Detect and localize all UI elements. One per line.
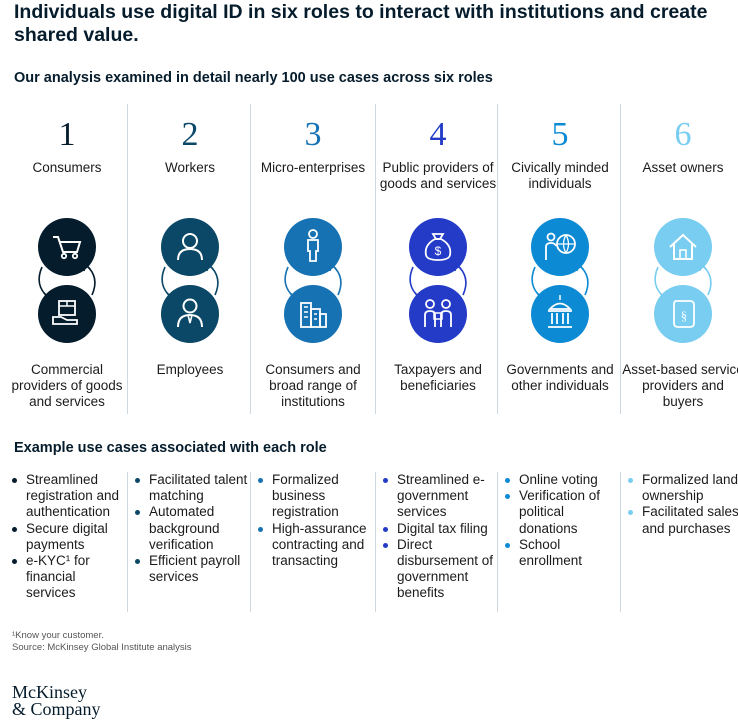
use-case-item: Facilitated sales and purchases (626, 504, 738, 536)
role-number: 6 (674, 116, 692, 153)
use-case-item: e-KYC¹ for financial services (10, 553, 128, 602)
role-icon-pair: § (622, 217, 738, 357)
package-in-hand-icon (38, 285, 96, 343)
exchange-arrow-down-icon (654, 266, 665, 298)
column-divider (497, 104, 498, 414)
use-case-item: School enrollment (503, 537, 621, 569)
counterparty-label: Employees (156, 362, 224, 377)
mckinsey-logo: McKinsey & Company (12, 682, 101, 719)
role-number: 2 (181, 116, 199, 153)
exchange-arrow-up-icon (208, 264, 219, 296)
use-case-list-2: Facilitated talent matching Automated bac… (133, 472, 251, 585)
exchange-arrow-up-icon (701, 264, 712, 296)
page-subtitle: Our analysis examined in detail nearly 1… (14, 70, 493, 86)
employee-icon (161, 285, 219, 343)
role-icons-graphic: $ (409, 218, 467, 343)
role-icon-pair (6, 217, 128, 357)
role-label: Public providers of goods and services (379, 160, 497, 191)
role-icons-graphic: § (654, 218, 712, 343)
role-number: 1 (58, 116, 76, 153)
counterparty-label: Commercial providers of goods and servic… (11, 362, 123, 409)
role-icons-graphic (284, 218, 342, 343)
footnote: ¹Know your customer. Source: McKinsey Gl… (12, 630, 192, 653)
role-label: Workers (164, 160, 215, 175)
footnote-source: Source: McKinsey Global Institute analys… (12, 641, 192, 653)
column-divider (375, 104, 376, 414)
exchange-arrow-up-icon (331, 264, 342, 296)
use-case-list-1: Streamlined registration and authenticat… (10, 472, 128, 602)
shopping-cart-icon (38, 218, 96, 276)
role-icons-graphic (531, 218, 589, 343)
column-divider (497, 472, 498, 612)
use-case-item: Facilitated talent matching (133, 472, 251, 504)
footnote-note: ¹Know your customer. (12, 630, 104, 641)
exchange-arrow-down-icon (531, 266, 542, 298)
role-number: 3 (304, 116, 322, 153)
role-icon-pair (129, 217, 251, 357)
people-exchange-icon (409, 285, 467, 343)
use-case-item: Direct disbursement of government benefi… (381, 537, 499, 602)
role-icon-pair: $ (377, 217, 499, 357)
exchange-arrow-down-icon (409, 266, 420, 298)
column-divider (375, 472, 376, 612)
exchange-arrow-up-icon (578, 264, 589, 296)
use-case-item: High-assurance contracting and transacti… (256, 521, 374, 570)
exchange-arrow-down-icon (284, 266, 295, 298)
use-case-item: Formalized land ownership (626, 472, 738, 504)
use-case-list-5: Online voting Verification of political d… (503, 472, 621, 569)
exchange-arrow-up-icon (456, 264, 467, 296)
role-label: Asset owners (642, 160, 724, 175)
column-divider (250, 104, 251, 414)
house-icon (654, 218, 712, 276)
exchange-arrow-down-icon (38, 266, 49, 298)
exchange-arrow-down-icon (161, 266, 172, 298)
use-case-item: Streamlined e-government services (381, 472, 499, 521)
column-divider (620, 472, 621, 612)
exchange-arrow-up-icon (85, 264, 96, 296)
role-icon-pair (499, 217, 621, 357)
use-case-item: Verification of political donations (503, 488, 621, 537)
column-divider (127, 104, 128, 414)
use-case-list-6: Formalized land ownership Facilitated sal… (626, 472, 738, 537)
use-case-list-4: Streamlined e-government services Digital… (381, 472, 499, 602)
standing-person-icon (284, 218, 342, 276)
use-case-item: Secure digital payments (10, 521, 128, 553)
counterparty-label: Consumers and broad range of institution… (265, 362, 361, 409)
role-icons-graphic (38, 218, 96, 343)
role-number: 4 (429, 116, 447, 153)
role-icon-pair (252, 217, 374, 357)
column-divider (620, 104, 621, 414)
person-icon (161, 218, 219, 276)
use-case-item: Automated background verification (133, 504, 251, 553)
use-case-item: Online voting (503, 472, 621, 488)
column-divider (127, 472, 128, 612)
counterparty-label: Taxpayers and beneficiaries (394, 362, 482, 393)
logo-line-2: & Company (12, 699, 101, 719)
use-cases-title: Example use cases associated with each r… (14, 440, 327, 456)
use-case-item: Digital tax filing (381, 521, 499, 537)
logo-line-1: McKinsey (12, 682, 87, 702)
buildings-icon (284, 285, 342, 343)
role-label: Civically minded individuals (511, 160, 609, 191)
role-number: 5 (551, 116, 569, 153)
counterparty-label: Asset-based service providers and buyers (622, 362, 738, 409)
person-globe-icon (531, 218, 589, 276)
counterparty-label: Governments and other individuals (506, 362, 614, 393)
column-divider (250, 472, 251, 612)
use-case-item: Formalized business registration (256, 472, 374, 521)
use-case-list-3: Formalized business registration High-ass… (256, 472, 374, 569)
document-scroll-icon: § (654, 285, 712, 343)
page-title: Individuals use digital ID in six roles … (14, 1, 708, 46)
money-bag-icon: $ (409, 218, 467, 276)
use-case-item: Efficient payroll services (133, 553, 251, 585)
svg-text:§: § (681, 308, 688, 323)
role-label: Micro-enterprises (260, 160, 366, 175)
svg-text:$: $ (435, 244, 442, 258)
government-building-icon (531, 285, 589, 343)
role-icons-graphic (161, 218, 219, 343)
role-label: Consumers (32, 160, 102, 175)
use-case-item: Streamlined registration and authenticat… (10, 472, 128, 521)
